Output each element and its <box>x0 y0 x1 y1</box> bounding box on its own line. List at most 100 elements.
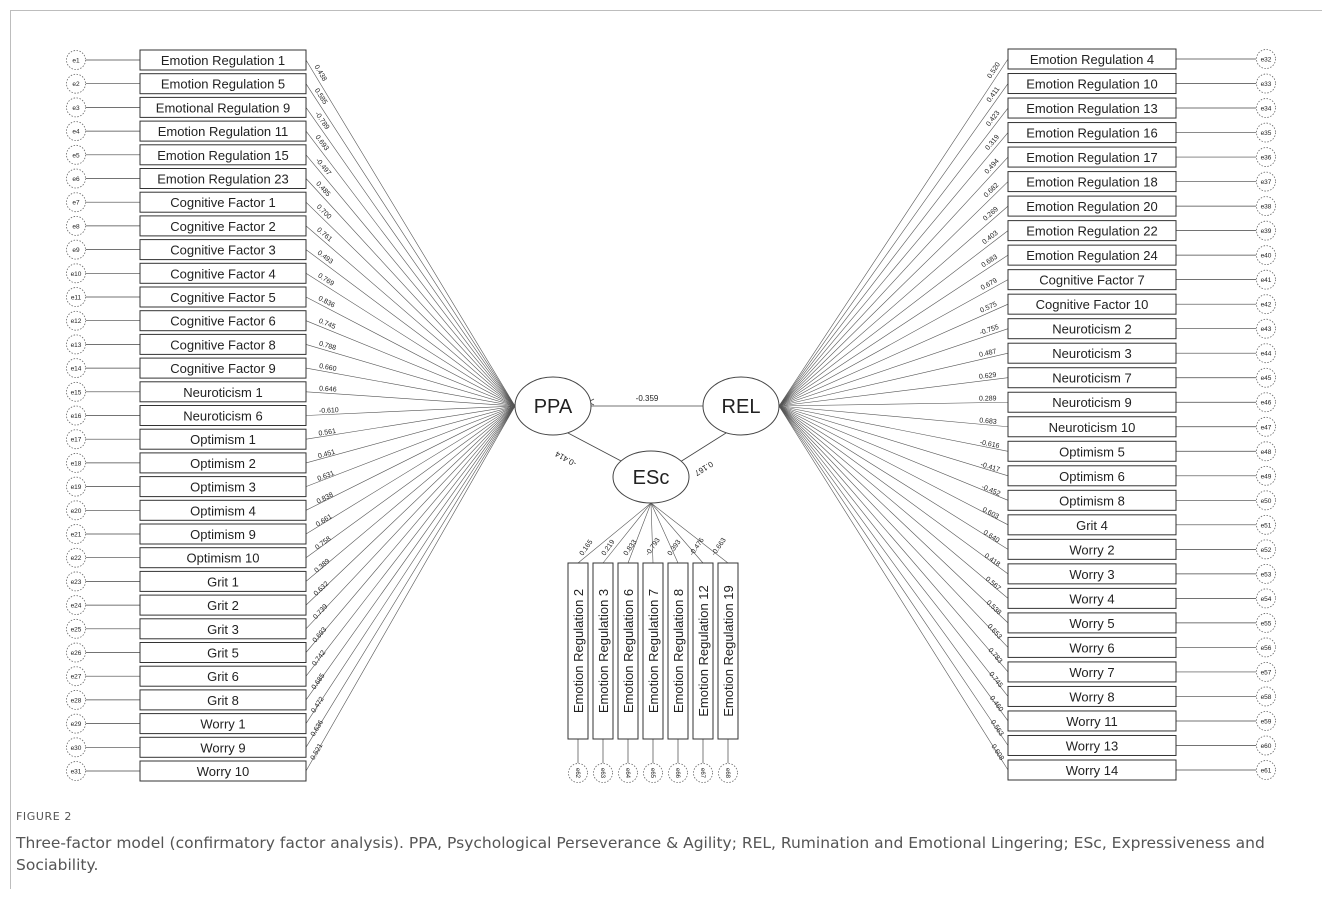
loading-value: -0.793 <box>645 537 662 557</box>
error-term-label: e67 <box>699 768 705 779</box>
indicator-label: Neuroticism 10 <box>1049 420 1136 435</box>
loading-value: 0.693 <box>312 626 329 644</box>
loading-path <box>778 132 1009 407</box>
loading-path <box>305 405 516 535</box>
error-term-circle <box>1256 686 1276 707</box>
error-term-circle <box>1256 147 1276 167</box>
factor-rel-label: REL <box>722 396 761 418</box>
error-term-label: e43 <box>1261 326 1272 333</box>
error-term-circle <box>1256 49 1276 69</box>
loading-path <box>778 405 1009 550</box>
indicator-label: Grit 2 <box>207 598 239 613</box>
indicator-label: Neuroticism 9 <box>1052 395 1131 410</box>
loading-value: 0.783 <box>986 647 1003 665</box>
loading-value: 0.683 <box>979 417 997 426</box>
indicator-label: Emotion Regulation 11 <box>158 124 289 139</box>
indicator-box <box>1007 538 1177 560</box>
indicator-box <box>139 144 307 166</box>
indicator-label: Grit 3 <box>207 622 239 637</box>
indicator-box <box>139 713 307 735</box>
indicator-box <box>139 310 307 332</box>
indicator-box <box>1007 195 1177 217</box>
error-term-label: e22 <box>71 555 82 562</box>
indicator-label: Worry 2 <box>1069 542 1114 557</box>
error-term-circle <box>66 192 86 213</box>
loading-value: 0.521 <box>310 743 325 762</box>
indicator-label: Cognitive Factor 7 <box>1039 273 1145 288</box>
error-term-label: e20 <box>71 508 82 515</box>
error-term-circle <box>1256 220 1276 241</box>
error-term-label: e1 <box>72 58 80 65</box>
indicator-box <box>1007 318 1177 340</box>
error-term-label: e45 <box>1261 375 1272 382</box>
error-term-circle <box>66 737 86 758</box>
indicator-box <box>1007 465 1177 487</box>
loading-path <box>778 83 1009 407</box>
indicator-label: Optimism 4 <box>190 503 256 518</box>
error-term-label: e26 <box>71 650 82 657</box>
loading-path <box>577 502 652 564</box>
error-term-label: e5 <box>72 152 80 159</box>
indicator-box <box>1007 563 1177 585</box>
indicator-box <box>139 120 307 142</box>
indicator-label: Worry 9 <box>200 740 245 755</box>
error-term-circle <box>1256 735 1276 756</box>
error-term-circle <box>1256 514 1276 535</box>
loading-value: 0.640 <box>982 529 1001 544</box>
loading-path <box>778 405 1009 452</box>
error-term-circle <box>66 405 86 426</box>
loading-value: 0.319 <box>984 134 1001 152</box>
loading-path <box>778 405 1009 673</box>
loading-path <box>778 405 1009 575</box>
indicator-box <box>1007 269 1177 291</box>
indicator-label: Optimism 9 <box>190 527 256 542</box>
loading-value: 0.472 <box>310 696 326 715</box>
loading-path <box>305 59 516 407</box>
figure-caption: Three-factor model (confirmatory factor … <box>16 834 1265 874</box>
loading-path <box>305 107 516 407</box>
loading-value: 0.493 <box>316 250 334 266</box>
loading-value: 0.520 <box>987 61 1003 80</box>
error-term-circle <box>66 121 86 142</box>
error-term-circle <box>66 618 86 639</box>
indicator-label: Optimism 5 <box>1059 444 1125 459</box>
error-term-label: e17 <box>71 437 82 444</box>
loading-path <box>305 405 516 630</box>
loading-path <box>305 273 516 407</box>
loading-path <box>305 320 516 407</box>
error-term-label: e27 <box>71 674 82 681</box>
error-term-circle <box>66 73 86 94</box>
indicator-box <box>1007 612 1177 634</box>
error-term-label: e33 <box>1261 81 1272 88</box>
indicator-label: Optimism 2 <box>190 456 256 471</box>
indicator-box <box>139 642 307 663</box>
correlation-value: -0.414 <box>553 449 578 468</box>
error-term-label: e50 <box>1261 498 1272 505</box>
loading-value: 0.833 <box>623 539 639 557</box>
error-term-label: e12 <box>71 318 82 325</box>
error-term-label: e58 <box>1261 694 1272 701</box>
error-term-label: e25 <box>71 626 82 633</box>
error-term-circle <box>66 168 86 189</box>
error-term-circle <box>1256 122 1276 143</box>
loading-value: -0.610 <box>319 407 339 415</box>
loading-path <box>305 405 516 748</box>
loading-path <box>305 405 516 772</box>
loading-path <box>305 344 516 407</box>
error-term-circle <box>66 310 86 331</box>
loading-path <box>778 352 1009 407</box>
indicator-label: Emotion Regulation 24 <box>1026 248 1158 263</box>
loading-path <box>778 107 1009 407</box>
error-term-label: e19 <box>71 484 82 491</box>
indicator-label: Optimism 1 <box>190 432 256 447</box>
error-term-label: e61 <box>1261 768 1272 775</box>
indicator-label: Cognitive Factor 9 <box>170 361 276 376</box>
loading-value: 0.538 <box>985 599 1003 616</box>
error-term-circle <box>1256 662 1276 682</box>
loading-path <box>305 391 516 407</box>
error-term-circle <box>668 763 688 783</box>
loading-value: 0.631 <box>317 470 336 483</box>
error-term-label: e23 <box>71 579 82 586</box>
indicator-box <box>1007 710 1177 732</box>
factor-esc-label: ESc <box>633 467 670 489</box>
